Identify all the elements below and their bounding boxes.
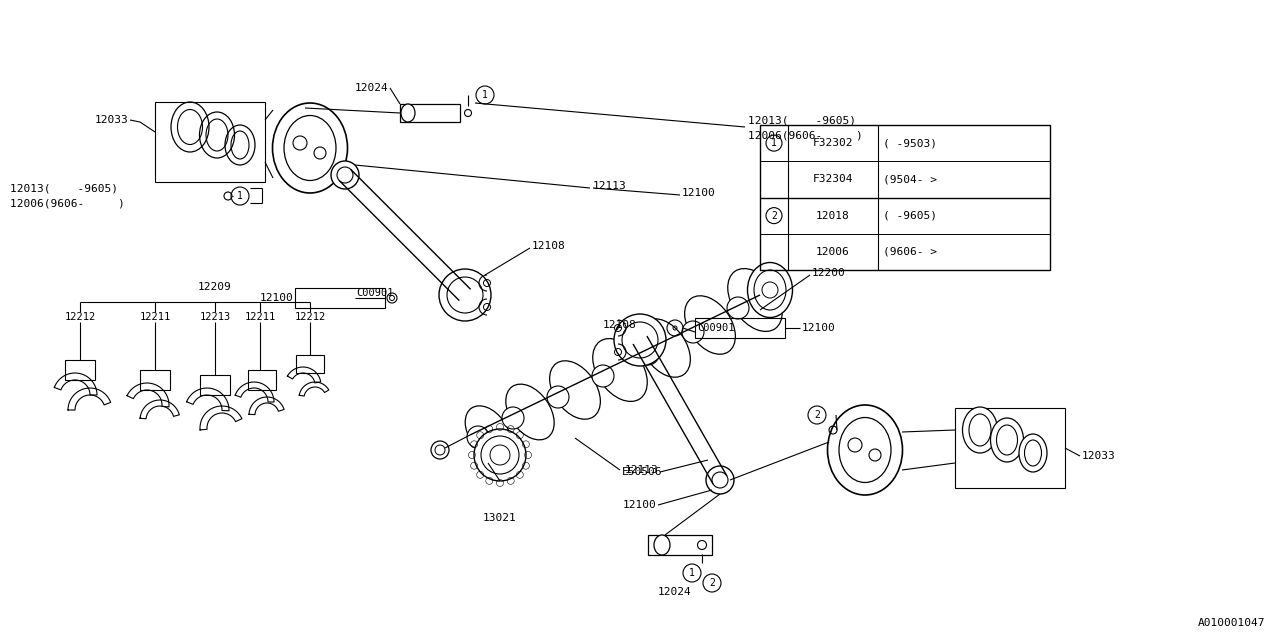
Ellipse shape [827,405,902,495]
Bar [294,288,385,308]
Ellipse shape [502,407,524,429]
Text: 12100: 12100 [803,323,836,333]
Ellipse shape [431,441,449,459]
Ellipse shape [991,418,1024,462]
Text: 12024: 12024 [658,587,692,597]
Text: 12100: 12100 [682,188,716,198]
Ellipse shape [506,384,554,440]
Text: 13021: 13021 [483,513,517,523]
Text: 12013(    -9605): 12013( -9605) [10,183,118,193]
Text: 12211: 12211 [140,312,170,322]
Ellipse shape [547,386,570,408]
Text: ( -9503): ( -9503) [883,138,937,148]
Bar [760,125,1050,270]
Text: 1: 1 [237,191,243,201]
Text: 2: 2 [814,410,820,420]
Text: 12108: 12108 [603,320,636,330]
Bar [296,355,324,373]
Ellipse shape [1019,434,1047,472]
Text: 2: 2 [771,211,777,221]
Bar [140,370,170,390]
Text: 1: 1 [771,138,777,148]
Text: F32302: F32302 [813,138,854,148]
Ellipse shape [748,262,792,317]
Bar [648,535,712,555]
Bar [955,408,1065,488]
Ellipse shape [682,321,704,343]
Text: 12033: 12033 [95,115,128,125]
Text: 12212: 12212 [64,312,96,322]
Ellipse shape [593,339,648,401]
Ellipse shape [332,161,358,189]
Bar [65,360,95,380]
Ellipse shape [963,407,997,453]
Text: 2: 2 [709,578,716,588]
Ellipse shape [467,426,489,448]
Ellipse shape [640,319,690,377]
Ellipse shape [474,429,526,481]
Ellipse shape [273,103,347,193]
Ellipse shape [654,535,669,555]
Text: 12213: 12213 [200,312,230,322]
Bar [155,102,265,182]
Ellipse shape [685,296,736,354]
Text: 12113: 12113 [625,465,658,475]
Ellipse shape [549,361,600,419]
Text: F32304: F32304 [813,174,854,184]
Text: C00901: C00901 [698,323,735,333]
Text: 12100: 12100 [622,500,657,510]
Text: 12013(    -9605): 12013( -9605) [748,115,856,125]
Text: 12024: 12024 [355,83,388,93]
Text: 12211: 12211 [244,312,275,322]
Text: (9504- >: (9504- > [883,174,937,184]
Ellipse shape [439,269,492,321]
Text: 12113: 12113 [593,181,627,191]
Text: A010001047: A010001047 [1198,618,1265,628]
Bar [695,318,785,338]
Ellipse shape [401,104,415,122]
Text: 12209: 12209 [198,282,232,292]
Ellipse shape [465,406,511,458]
Ellipse shape [707,466,733,494]
Bar [248,370,276,390]
Ellipse shape [593,365,614,387]
Ellipse shape [728,269,782,332]
Text: 12212: 12212 [294,312,325,322]
Bar [401,104,460,122]
Text: ( -9605): ( -9605) [883,211,937,221]
Text: E50506: E50506 [622,467,663,477]
Text: 12033: 12033 [1082,451,1116,461]
Text: 1: 1 [483,90,488,100]
Text: 12108: 12108 [532,241,566,251]
Text: 12018: 12018 [817,211,850,221]
Bar [200,375,230,395]
Ellipse shape [727,297,749,319]
Text: 12006(9606-     ): 12006(9606- ) [748,130,863,140]
Ellipse shape [637,343,659,365]
Text: 1: 1 [689,568,695,578]
Text: 12200: 12200 [812,268,846,278]
Text: 12006: 12006 [817,247,850,257]
Text: 12100: 12100 [260,293,293,303]
Text: C00901: C00901 [356,288,393,298]
Text: (9606- >: (9606- > [883,247,937,257]
Text: 12006(9606-     ): 12006(9606- ) [10,198,124,208]
Ellipse shape [614,314,666,366]
